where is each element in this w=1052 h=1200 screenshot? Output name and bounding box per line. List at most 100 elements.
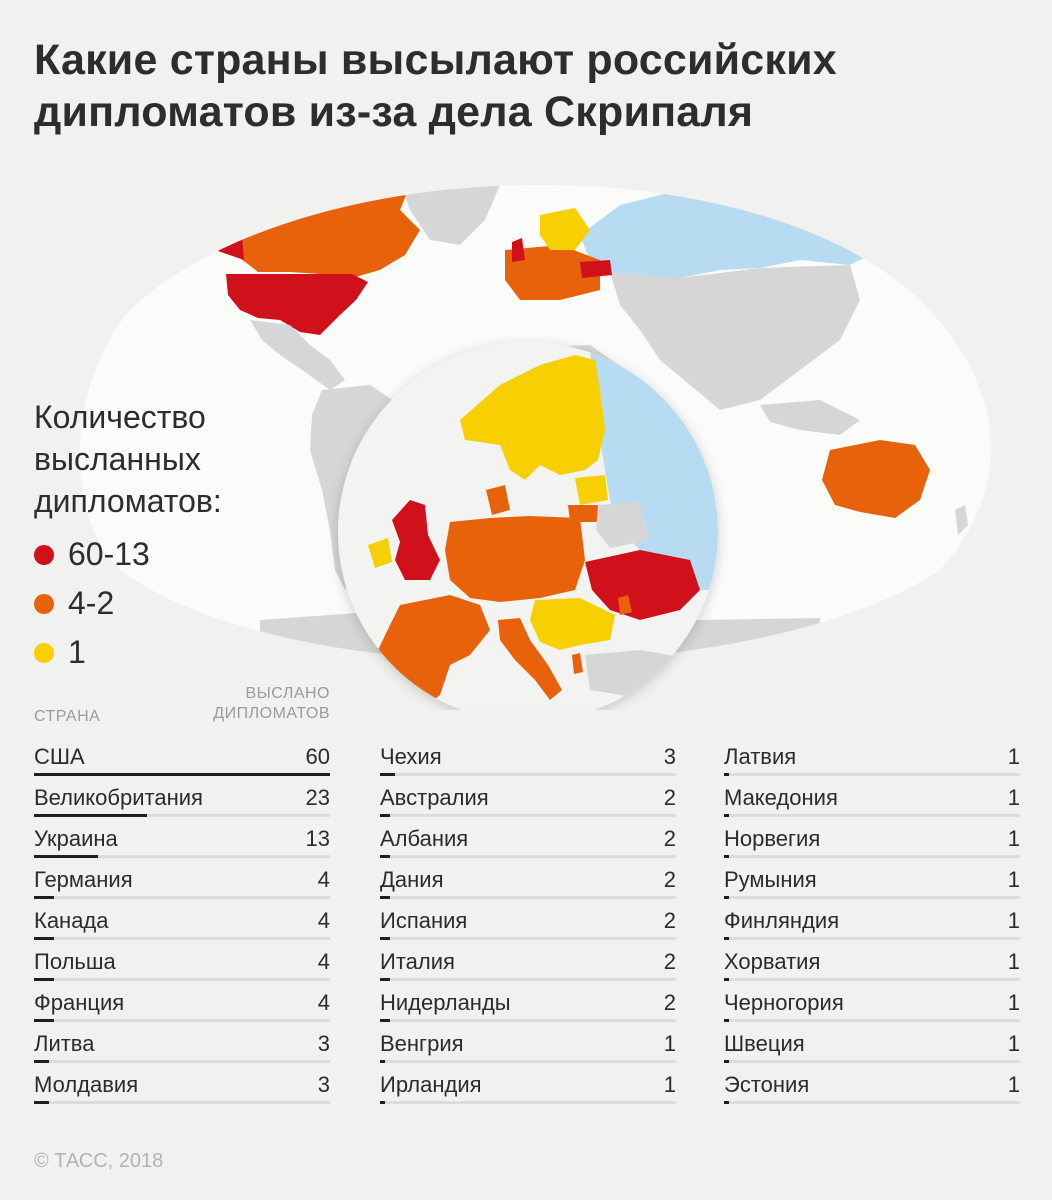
zoom-ukraine — [585, 550, 700, 620]
country-name: Нидерланды — [380, 990, 511, 1015]
table-row: Норвегия 1 — [724, 822, 1020, 863]
zoom-baltics — [575, 475, 608, 505]
table-column-1: США 60 Великобритания 23 Украина 13 Германия 4 К… — [34, 740, 330, 1109]
table-row: Молдавия 3 — [34, 1068, 330, 1109]
table-column-2: Чехия 3 Австралия 2 Албания 2 Дания 2 Испания 2 Ит… — [380, 740, 676, 1109]
bar-track — [34, 896, 330, 899]
expelled-count: 3 — [663, 744, 676, 769]
legend-label: 60-13 — [68, 536, 150, 572]
zoom-belarus — [596, 502, 650, 548]
bar-track — [34, 1101, 330, 1104]
bar-fill — [380, 978, 390, 981]
bar-fill — [34, 1101, 49, 1104]
country-name: Польша — [34, 949, 116, 974]
bar-track — [724, 855, 1020, 858]
bar-fill — [34, 814, 148, 817]
expelled-count: 1 — [663, 1031, 676, 1056]
table-row: Литва 3 — [34, 1027, 330, 1068]
uk-small-region — [512, 238, 525, 262]
expelled-count: 1 — [1007, 744, 1020, 769]
bar-track — [34, 855, 330, 858]
table-row: Латвия 1 — [724, 740, 1020, 781]
australia-region — [822, 440, 930, 518]
asia-region — [610, 265, 860, 410]
table-row: Австралия 2 — [380, 781, 676, 822]
expelled-count: 1 — [1007, 990, 1020, 1015]
expelled-count: 2 — [663, 990, 676, 1015]
expelled-count: 2 — [663, 785, 676, 810]
legend-item: 1 — [34, 628, 294, 677]
expelled-count: 1 — [1007, 908, 1020, 933]
zoom-denmark — [486, 485, 510, 515]
europe-small-region — [505, 245, 600, 300]
expelled-count: 3 — [317, 1031, 330, 1056]
expelled-count: 2 — [663, 826, 676, 851]
bar-fill — [34, 978, 54, 981]
usa-region — [226, 274, 368, 335]
new-zealand-region — [955, 505, 968, 535]
bar-track — [724, 773, 1020, 776]
zoom-balkans — [530, 598, 615, 650]
bar-fill — [724, 814, 730, 817]
bar-fill — [724, 855, 730, 858]
bar-track — [34, 1019, 330, 1022]
bar-fill — [724, 978, 730, 981]
bar-track — [380, 937, 676, 940]
expelled-count: 23 — [305, 785, 330, 810]
country-name: Черногория — [724, 990, 844, 1015]
zoom-ireland — [368, 538, 392, 568]
zoom-albania — [572, 653, 583, 674]
table-row: Чехия 3 — [380, 740, 676, 781]
bar-track — [34, 814, 330, 817]
bar-track — [724, 1019, 1020, 1022]
bar-track — [34, 1060, 330, 1063]
header-count: ВЫСЛАНО ДИПЛОМАТОВ — [213, 684, 330, 724]
legend-title: Количество высланных дипломатов: — [34, 399, 222, 519]
expelled-count: 4 — [317, 990, 330, 1015]
bar-track — [34, 773, 330, 776]
zoom-italy — [498, 618, 562, 700]
bar-fill — [380, 855, 390, 858]
bar-track — [380, 814, 676, 817]
table-row: Венгрия 1 — [380, 1027, 676, 1068]
header-country: СТРАНА — [34, 708, 101, 725]
table-row: Италия 2 — [380, 945, 676, 986]
table-column-3: Латвия 1 Македония 1 Норвегия 1 Румыния 1 Финлян… — [724, 740, 1020, 1109]
bar-fill — [724, 896, 730, 899]
table-row: США 60 — [34, 740, 330, 781]
bar-fill — [34, 896, 54, 899]
bar-track — [380, 1019, 676, 1022]
bar-fill — [724, 1101, 730, 1104]
country-name: Македония — [724, 785, 838, 810]
bar-fill — [380, 937, 390, 940]
country-name: Швеция — [724, 1031, 805, 1056]
title-line-1: Какие страны высылают российских — [34, 36, 837, 84]
country-name: Латвия — [724, 744, 797, 769]
bar-fill — [380, 1101, 386, 1104]
expelled-count: 1 — [1007, 1072, 1020, 1097]
expelled-count: 1 — [1007, 1031, 1020, 1056]
country-name: Ирландия — [380, 1072, 482, 1097]
bar-fill — [380, 896, 390, 899]
world-map-svg — [79, 184, 991, 710]
title-line-2: дипломатов из-за дела Скрипаля — [34, 88, 754, 136]
table-row: Дания 2 — [380, 863, 676, 904]
page-title: Какие страны высылают российских диплома… — [34, 34, 1024, 138]
bar-track — [724, 1060, 1020, 1063]
bar-track — [380, 896, 676, 899]
table-row: Германия 4 — [34, 863, 330, 904]
table-row: Испания 2 — [380, 904, 676, 945]
country-name: Венгрия — [380, 1031, 464, 1056]
legend-swatch — [34, 593, 54, 614]
country-name: Франция — [34, 990, 125, 1015]
expelled-count: 1 — [1007, 826, 1020, 851]
country-name: Хорватия — [724, 949, 821, 974]
country-name: Литва — [34, 1031, 95, 1056]
table-row: Эстония 1 — [724, 1068, 1020, 1109]
table-row: Черногория 1 — [724, 986, 1020, 1027]
header-count-line-1: ВЫСЛАНО — [245, 685, 330, 702]
table-row: Хорватия 1 — [724, 945, 1020, 986]
expelled-count: 2 — [663, 949, 676, 974]
expelled-count: 60 — [305, 744, 330, 769]
zoom-central-europe — [445, 516, 585, 602]
